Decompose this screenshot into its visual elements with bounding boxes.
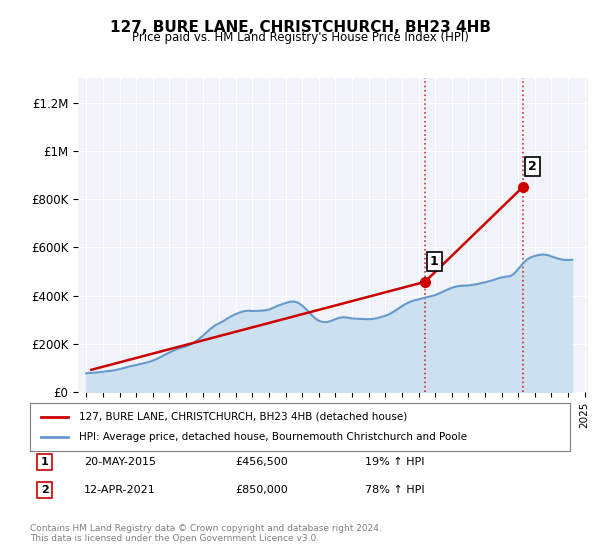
Text: £850,000: £850,000 <box>235 485 288 495</box>
Text: 2: 2 <box>41 485 49 495</box>
Text: 1: 1 <box>41 457 49 467</box>
Text: 2: 2 <box>528 160 536 173</box>
Text: Price paid vs. HM Land Registry's House Price Index (HPI): Price paid vs. HM Land Registry's House … <box>131 31 469 44</box>
Text: 12-APR-2021: 12-APR-2021 <box>84 485 156 495</box>
Text: 127, BURE LANE, CHRISTCHURCH, BH23 4HB (detached house): 127, BURE LANE, CHRISTCHURCH, BH23 4HB (… <box>79 412 407 422</box>
Text: 19% ↑ HPI: 19% ↑ HPI <box>365 457 424 467</box>
Text: £456,500: £456,500 <box>235 457 288 467</box>
Text: 1: 1 <box>430 255 439 268</box>
Text: HPI: Average price, detached house, Bournemouth Christchurch and Poole: HPI: Average price, detached house, Bour… <box>79 432 467 442</box>
Text: 78% ↑ HPI: 78% ↑ HPI <box>365 485 424 495</box>
Text: Contains HM Land Registry data © Crown copyright and database right 2024.
This d: Contains HM Land Registry data © Crown c… <box>30 524 382 543</box>
Text: 20-MAY-2015: 20-MAY-2015 <box>84 457 156 467</box>
Text: 127, BURE LANE, CHRISTCHURCH, BH23 4HB: 127, BURE LANE, CHRISTCHURCH, BH23 4HB <box>110 20 491 35</box>
